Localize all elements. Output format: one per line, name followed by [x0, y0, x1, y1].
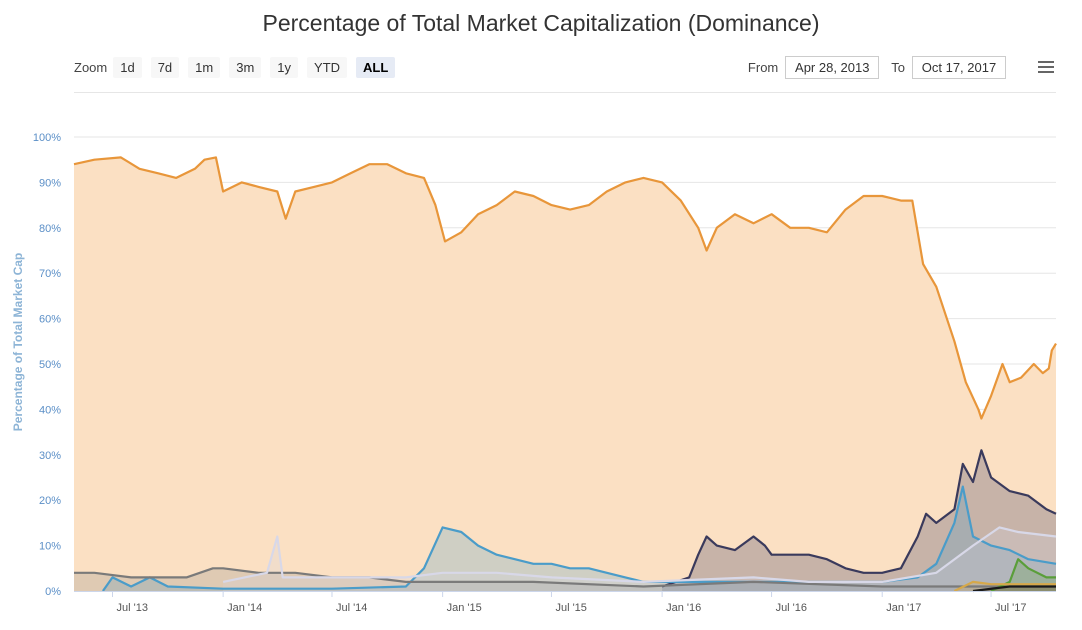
zoom-button-1m[interactable]: 1m [188, 56, 221, 78]
series-area-5 [991, 559, 1056, 591]
y-tick-label: 10% [39, 541, 61, 553]
series-line-1 [661, 449, 1057, 588]
from-date-input[interactable]: Apr 28, 2013 [785, 56, 880, 79]
date-range: From Apr 28, 2013 To Oct 17, 2017 [748, 56, 1018, 79]
x-tick-label: Jan '16 [666, 602, 701, 614]
zoom-button-all[interactable]: ALL [356, 56, 396, 78]
x-tick-label: Jul '16 [776, 602, 807, 614]
x-tick-label: Jul '17 [995, 602, 1026, 614]
x-tick-label: Jul '13 [116, 602, 147, 614]
x-tick-label: Jul '14 [336, 602, 367, 614]
zoom-toolbar: Zoom 1d 7d 1m 3m 1y YTD ALL [74, 56, 404, 78]
series-line-7 [972, 585, 1056, 593]
series-area-3 [74, 568, 1056, 591]
series-line-4 [222, 526, 1057, 584]
zoom-label: Zoom [74, 59, 108, 75]
x-tick-label: Jan '17 [886, 602, 921, 614]
to-label: To [891, 60, 905, 75]
y-tick-label: 90% [39, 177, 61, 189]
x-tick-label: Jan '14 [227, 602, 262, 614]
series-line-2 [102, 485, 1057, 592]
y-tick-label: 100% [33, 132, 61, 144]
toolbar-divider [74, 92, 1056, 93]
y-tick-label: 60% [39, 314, 61, 326]
series-area-0 [74, 157, 1056, 591]
y-tick-label: 20% [39, 495, 61, 507]
series-line-6 [953, 580, 1056, 592]
zoom-button-ytd[interactable]: YTD [307, 56, 348, 78]
from-label: From [747, 60, 779, 75]
series-line-0 [73, 156, 1057, 420]
zoom-button-1d[interactable]: 1d [113, 56, 142, 78]
x-tick-label: Jul '15 [555, 602, 586, 614]
y-tick-label: 70% [39, 268, 61, 280]
to-date-input[interactable]: Oct 17, 2017 [912, 56, 1006, 79]
y-tick-label: 50% [39, 359, 61, 371]
y-tick-label: 40% [39, 404, 61, 416]
hamburger-menu-icon[interactable] [1038, 61, 1054, 75]
chart-title: Percentage of Total Market Capitalizatio… [262, 10, 820, 36]
zoom-button-3m[interactable]: 3m [229, 56, 262, 78]
y-tick-label: 0% [45, 586, 61, 598]
y-tick-label: 80% [39, 223, 61, 235]
zoom-button-7d[interactable]: 7d [150, 56, 180, 78]
zoom-button-1y[interactable]: 1y [270, 56, 299, 78]
y-tick-label: 30% [39, 450, 61, 462]
x-tick-label: Jan '15 [447, 602, 482, 614]
